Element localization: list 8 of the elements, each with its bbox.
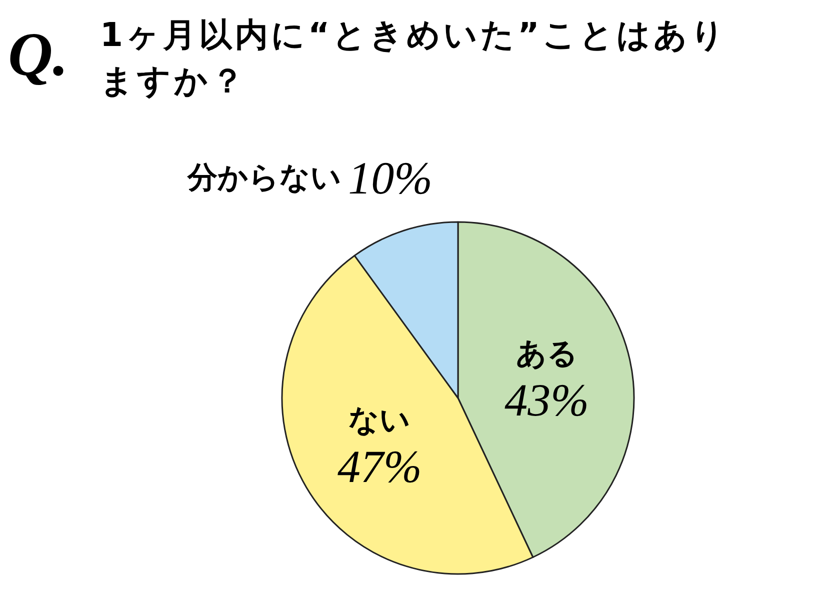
data-label: 47% (338, 440, 422, 492)
data-label: 10% (348, 152, 432, 204)
data-label: 43% (504, 374, 589, 426)
chart-title: 1ヶ月以内に“ときめいた”ことはありますか？ (100, 14, 728, 102)
slice-label: ない (348, 402, 411, 438)
slice-label: 分からない (186, 160, 342, 196)
text: Q. (8, 20, 68, 90)
slice-label: ある (516, 336, 578, 372)
